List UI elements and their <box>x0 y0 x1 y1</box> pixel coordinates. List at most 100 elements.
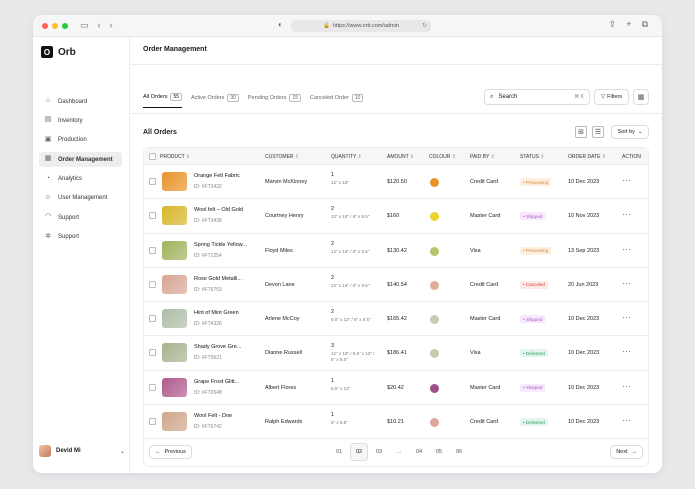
product-name[interactable]: Wool Felt - Doe <box>194 413 233 420</box>
table-row[interactable]: Rose Gold Metalli... ID: #FT6753 Devon Lan… <box>144 268 648 303</box>
quantity-dimensions: 12" x 19" / 6" x 9.5" <box>331 282 370 288</box>
tabs-overview-icon[interactable]: ⧉ <box>641 19 648 29</box>
previous-button[interactable]: ← Previous <box>149 445 192 459</box>
row-checkbox[interactable] <box>149 212 156 220</box>
product-name[interactable]: Spring Tickle Yellow... <box>194 241 247 248</box>
product-name[interactable]: Wool felt – Old Gold <box>194 207 244 214</box>
row-checkbox[interactable] <box>149 315 156 323</box>
page-01[interactable]: 01 <box>335 449 343 455</box>
row-checkbox[interactable] <box>149 418 156 426</box>
product-name[interactable]: Grape Frost Glitt... <box>194 378 240 385</box>
tab-count: 10 <box>351 93 364 102</box>
page-04[interactable]: 04 <box>415 449 423 455</box>
share-icon[interactable]: ⇪ <box>608 19 617 29</box>
tab-pending-orders[interactable]: Pending Orders 15 <box>248 93 301 108</box>
page-02[interactable]: 02 <box>350 443 368 461</box>
table-row[interactable]: Shady Grove Gre... ID: #FT9621 Dianne Russ… <box>144 336 648 371</box>
product-name[interactable]: Orange Felt Fabric <box>194 173 240 179</box>
sidebar-toggle-icon[interactable]: ▭ <box>80 20 89 30</box>
sidebar-item-production[interactable]: ▣ Production <box>39 133 122 148</box>
customer-name: Arlene McCoy <box>265 316 300 323</box>
tab-all-orders[interactable]: All Orders 55 <box>143 93 183 108</box>
product-id: ID: #FT3432 <box>194 184 222 190</box>
user-menu[interactable]: Devid Mi ⌄ <box>39 445 125 457</box>
status-label: Delivered <box>525 350 545 356</box>
more-actions-icon[interactable]: ··· <box>622 210 632 220</box>
column-header-amount[interactable]: AMOUNT ⇕ <box>387 154 414 160</box>
sidebar-item-inventory[interactable]: ▤ Inventory <box>39 113 122 128</box>
more-actions-icon[interactable]: ··· <box>622 347 632 357</box>
status-label: Shipped <box>525 316 543 322</box>
forward-icon[interactable]: › <box>109 20 113 30</box>
maximize-window-button[interactable] <box>62 23 68 29</box>
table-row[interactable]: Grape Frost Glitt... ID: #FT6548 Albert Fl… <box>144 371 648 406</box>
grid-view-icon[interactable]: ⊞ <box>575 126 587 138</box>
paid-by-value: Master Card <box>470 316 501 323</box>
quantity-dimensions: 12" x 19" / 6" x 9.5" <box>331 214 370 220</box>
column-header-order-date[interactable]: ORDER DATE ⇕ <box>568 154 606 160</box>
minimize-window-button[interactable] <box>52 23 58 29</box>
sidebar-item-order-management[interactable]: ▦ Order Management <box>39 152 122 168</box>
more-actions-icon[interactable]: ··· <box>622 313 632 323</box>
more-actions-icon[interactable]: ··· <box>622 278 632 288</box>
privacy-shield-icon[interactable]: ◐ <box>278 20 283 29</box>
sidebar-item-dashboard[interactable]: ⌂ Dashboard <box>39 94 122 109</box>
page-06[interactable]: 06 <box>455 449 463 455</box>
sidebar-item-analytics[interactable]: ◔ Analytics <box>39 172 122 187</box>
column-header-status[interactable]: STATUS ⇕ <box>520 154 545 160</box>
row-checkbox[interactable] <box>149 246 156 254</box>
customer-name: Devon Lane <box>265 281 295 288</box>
calendar-button[interactable]: ▦ <box>633 89 649 105</box>
back-icon[interactable]: ‹ <box>97 20 101 30</box>
url-bar[interactable]: 🔒 https://www.orb.com/admin ↻ <box>291 20 431 32</box>
sidebar-item-support[interactable]: ◠ Support <box>39 210 122 225</box>
sort-by-dropdown[interactable]: Sort by ⌄ <box>611 125 649 139</box>
row-checkbox[interactable] <box>149 383 156 391</box>
list-view-icon[interactable]: ☰ <box>592 126 604 138</box>
table-row[interactable]: Wool felt – Old Gold ID: #FT3438 Courtney … <box>144 199 648 234</box>
amount-value: $140.54 <box>387 281 407 288</box>
page-05[interactable]: 05 <box>435 449 443 455</box>
status-badge: • Processing <box>520 178 552 186</box>
row-checkbox[interactable] <box>149 280 156 288</box>
table-row[interactable]: Wool Felt - Doe ID: #FT0742 Ralph Edwards 1… <box>144 405 648 440</box>
app-name: Orb <box>58 46 76 58</box>
tab-active-orders[interactable]: Active Orders 30 <box>191 93 239 108</box>
column-header-label: PAID BY <box>470 154 490 160</box>
filters-button[interactable]: ▽ Filters <box>594 89 629 105</box>
search-input[interactable]: ⌕ Search ⌘ K <box>484 89 590 105</box>
column-header-quantity[interactable]: QUANTITY ⇕ <box>331 154 362 160</box>
column-header-paid-by[interactable]: PAID BY ⇕ <box>470 154 495 160</box>
sidebar-item-support[interactable]: ✲ Support <box>39 230 122 245</box>
app-logo[interactable]: O Orb <box>41 46 76 58</box>
quantity-dimensions: 6.5" x 12" <box>331 385 351 391</box>
column-header-product[interactable]: PRODUCT ⇕ <box>160 154 190 160</box>
more-actions-icon[interactable]: ··· <box>622 244 632 254</box>
product-name[interactable]: Hint of Mint Green <box>194 310 239 317</box>
column-header-colour[interactable]: COLOUR ⇕ <box>429 154 456 160</box>
more-actions-icon[interactable]: ··· <box>622 416 632 426</box>
product-name[interactable]: Rose Gold Metalli... <box>194 275 242 282</box>
page-03[interactable]: 03 <box>375 449 383 455</box>
table-row[interactable]: Spring Tickle Yellow... ID: #FT1254 Floyd … <box>144 234 648 268</box>
close-window-button[interactable] <box>42 23 48 29</box>
table-row[interactable]: Orange Felt Fabric ID: #FT3432 Marvin McKi… <box>144 165 648 200</box>
orders-table: PRODUCT ⇕ CUSTOMER ⇕ QUANTITY ⇕ AMOUNT ⇕ COL… <box>143 147 649 467</box>
product-name[interactable]: Shady Grove Gre... <box>194 344 242 351</box>
customer-name: Floyd Miles <box>265 247 293 254</box>
tab-count: 30 <box>227 93 239 102</box>
new-tab-icon[interactable]: + <box>626 19 632 29</box>
select-all-checkbox[interactable] <box>149 153 156 160</box>
sidebar-item-user-management[interactable]: ☺ User Management <box>39 191 122 206</box>
column-header-customer[interactable]: CUSTOMER ⇕ <box>265 154 299 160</box>
next-button[interactable]: Next → <box>610 445 643 459</box>
more-actions-icon[interactable]: ··· <box>622 176 632 185</box>
row-checkbox[interactable] <box>149 178 156 185</box>
row-checkbox[interactable] <box>149 349 156 357</box>
tab-canceled-order[interactable]: Canceled Order 10 <box>310 93 364 108</box>
gear-icon: ✲ <box>45 232 51 240</box>
table-row[interactable]: Hint of Mint Green ID: #FT4326 Arlene McCo… <box>144 302 648 337</box>
reload-icon[interactable]: ↻ <box>421 23 427 29</box>
product-thumbnail <box>162 206 187 226</box>
more-actions-icon[interactable]: ··· <box>622 381 632 391</box>
